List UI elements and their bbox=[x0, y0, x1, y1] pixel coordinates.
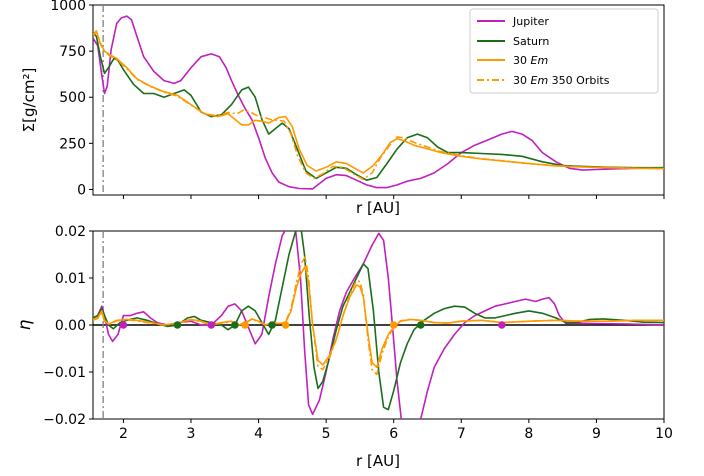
top-y-tick-label: 1000 bbox=[50, 0, 86, 14]
bottom-y-tick-label: −0.01 bbox=[43, 365, 86, 381]
top-series-30-em bbox=[93, 29, 664, 174]
top-x-ticks bbox=[122, 195, 665, 199]
bottom-series-30-em bbox=[93, 265, 664, 369]
zero-crossing-marker bbox=[207, 321, 216, 329]
bottom-series-30-em-350-orbits bbox=[93, 256, 664, 376]
top-y-tick-label: 750 bbox=[59, 44, 86, 60]
zero-crossing-marker bbox=[416, 321, 425, 329]
bottom-x-tick-label: 9 bbox=[592, 426, 601, 442]
bottom-series-group bbox=[93, 231, 664, 419]
bottom-y-tick-label: −0.02 bbox=[43, 412, 86, 428]
bottom-x-tick-label: 10 bbox=[655, 426, 673, 442]
legend-label-saturn: Saturn bbox=[513, 35, 549, 48]
top-y-tick-label: 500 bbox=[59, 90, 86, 106]
top-series-jupiter bbox=[93, 15, 664, 190]
top-series-group bbox=[93, 5, 664, 195]
legend-label-30em-350-orbits: 30 Em 350 Orbits bbox=[513, 74, 610, 87]
zero-crossing-marker bbox=[268, 321, 276, 329]
bottom-x-axis-label: r [AU] bbox=[356, 452, 400, 470]
bottom-series-saturn bbox=[93, 231, 664, 411]
zero-crossing-markers bbox=[119, 321, 506, 329]
zero-crossing-marker bbox=[241, 321, 249, 329]
top-y-tick-label: 250 bbox=[59, 136, 86, 152]
bottom-x-tick-label: 5 bbox=[322, 426, 331, 442]
top-series-saturn bbox=[93, 32, 664, 181]
bottom-x-tick-label: 8 bbox=[524, 426, 533, 442]
zero-crossing-marker bbox=[173, 321, 182, 329]
top-x-axis-label: r [AU] bbox=[356, 199, 400, 217]
legend-box bbox=[469, 8, 659, 94]
bottom-y-ticks: −0.02 −0.01 0.00 0.01 0.02 bbox=[43, 224, 93, 428]
bottom-series-jupiter bbox=[93, 231, 664, 419]
zero-crossing-marker bbox=[389, 321, 398, 329]
bottom-y-tick-label: 0.00 bbox=[55, 318, 86, 334]
top-y-ticks: 0 250 500 750 1000 bbox=[50, 0, 93, 198]
bottom-x-tick-label: 3 bbox=[187, 426, 196, 442]
bottom-clipped-plot-area bbox=[93, 231, 664, 419]
bottom-x-tick-label: 2 bbox=[119, 426, 128, 442]
top-plot-frame bbox=[92, 4, 665, 196]
bottom-y-tick-label: 0.01 bbox=[55, 271, 86, 287]
top-y-axis-label: Σ[g/cm²] bbox=[20, 68, 38, 133]
zero-crossing-marker bbox=[119, 321, 128, 329]
zero-crossing-marker bbox=[231, 321, 239, 329]
top-y-tick-label: 0 bbox=[77, 182, 86, 198]
surface-density-panel: 0 250 500 750 1000 Σ[g/cm²] r [AU] Jupiter S… bbox=[20, 0, 665, 217]
bottom-y-axis-label: η bbox=[15, 319, 35, 330]
legend-label-jupiter: Jupiter bbox=[512, 15, 549, 28]
legend-label-30em: 30 Em bbox=[513, 54, 548, 67]
eta-panel: −0.02 −0.01 0.00 0.01 0.02 2 3 4 5 6 7 8 9 10 η r [A… bbox=[15, 224, 673, 470]
legend: Jupiter Saturn 30 Em 30 Em 350 Orbits bbox=[469, 8, 659, 94]
bottom-y-tick-label: 0.02 bbox=[55, 224, 86, 240]
bottom-x-tick-label: 6 bbox=[389, 426, 398, 442]
zero-crossing-marker bbox=[281, 321, 290, 329]
bottom-x-tick-label: 4 bbox=[254, 426, 263, 442]
top-clipped-plot-area bbox=[93, 5, 664, 195]
zero-crossing-marker bbox=[498, 321, 506, 329]
bottom-x-ticks: 2 3 4 5 6 7 8 9 10 bbox=[119, 419, 673, 442]
bottom-x-tick-label: 7 bbox=[457, 426, 466, 442]
